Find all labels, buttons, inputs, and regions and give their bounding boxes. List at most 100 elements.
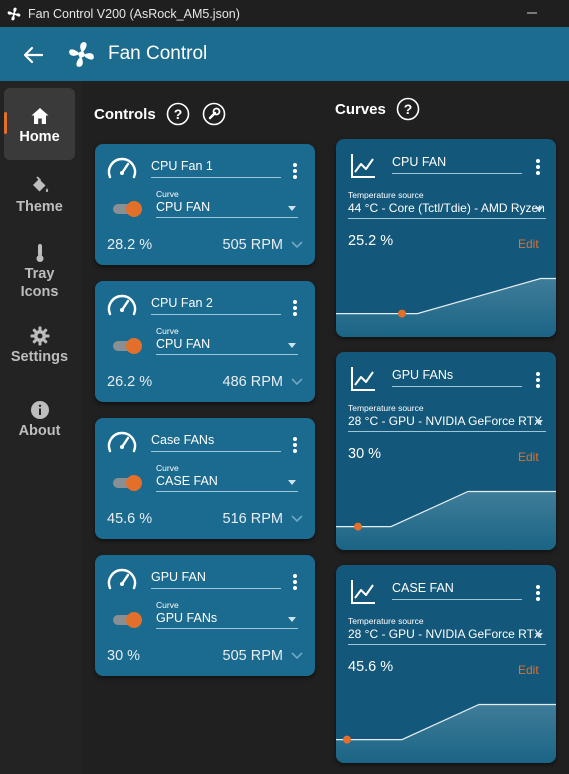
wrench-icon[interactable] (202, 102, 226, 126)
temperature-source-label: Temperature source (348, 190, 424, 200)
gear-icon (30, 326, 49, 346)
control-name-field[interactable]: Case FANs (151, 433, 281, 452)
fan-rpm: 486 RPM (222, 374, 283, 390)
temperature-source-label: Temperature source (348, 616, 424, 626)
svg-text:?: ? (404, 101, 413, 117)
dropdown-arrow-icon[interactable] (288, 617, 296, 622)
sidebar: Home Theme Tray Icons Settings Ab (0, 81, 82, 774)
control-name-field[interactable]: GPU FAN (151, 570, 281, 589)
control-card[interactable]: CPU Fan 1 Curve CPU FAN 28.2 % 505 RPM (95, 144, 315, 265)
dropdown-arrow-icon[interactable] (288, 343, 296, 348)
sidebar-item-tray-icons[interactable]: Tray Icons (4, 243, 75, 301)
curve-name-field[interactable]: GPU FANs (392, 368, 522, 387)
curve-label: Curve (156, 189, 179, 199)
curve-preview (336, 703, 556, 763)
more-options-icon[interactable] (292, 299, 298, 317)
dropdown-arrow-icon[interactable] (535, 420, 543, 425)
edit-button[interactable]: Edit (518, 663, 539, 677)
paint-bucket-icon (32, 176, 48, 192)
controls-title: Controls (94, 106, 156, 123)
curve-line (336, 490, 556, 528)
app-fan-icon (7, 7, 21, 20)
curve-name-field[interactable]: CASE FAN (392, 581, 522, 600)
gauge-icon (107, 568, 137, 590)
temperature-source-select[interactable]: 28 °C - GPU - NVIDIA GeForce RTX (348, 414, 546, 432)
edit-button[interactable]: Edit (518, 450, 539, 464)
line-chart-icon (351, 580, 375, 604)
sidebar-item-theme[interactable]: Theme (4, 176, 75, 216)
minimize-icon[interactable] (527, 6, 537, 20)
fan-percent: 30 % (107, 648, 141, 664)
curve-card[interactable]: CPU FAN Temperature source 44 °C - Core … (336, 139, 556, 337)
dropdown-arrow-icon[interactable] (535, 633, 543, 638)
dropdown-arrow-icon[interactable] (288, 206, 296, 211)
curve-card[interactable]: CASE FAN Temperature source 28 °C - GPU … (336, 565, 556, 763)
curve-percent: 45.6 % (348, 659, 394, 675)
curve-percent: 30 % (348, 446, 382, 462)
app-header: Fan Control (0, 27, 569, 81)
fan-percent: 45.6 % (107, 511, 153, 527)
more-options-icon[interactable] (292, 162, 298, 180)
sidebar-item-label: Tray Icons (20, 266, 59, 300)
more-options-icon[interactable] (292, 573, 298, 591)
chevron-down-icon[interactable] (291, 241, 303, 249)
chevron-down-icon[interactable] (291, 652, 303, 660)
curve-line (336, 703, 556, 741)
curve-select[interactable]: GPU FANs (156, 611, 298, 629)
more-options-icon[interactable] (535, 371, 541, 389)
more-options-icon[interactable] (535, 584, 541, 602)
control-card[interactable]: Case FANs Curve CASE FAN 45.6 % 516 RPM (95, 418, 315, 539)
sidebar-item-label: Home (19, 129, 60, 145)
more-options-icon[interactable] (292, 436, 298, 454)
more-options-icon[interactable] (535, 158, 541, 176)
chevron-down-icon[interactable] (291, 378, 303, 386)
current-point (398, 309, 406, 318)
enable-toggle[interactable] (112, 474, 144, 492)
curve-label: Curve (156, 600, 179, 610)
back-arrow-icon[interactable] (20, 42, 46, 68)
sidebar-item-about[interactable]: About (4, 400, 75, 440)
sidebar-item-label: About (18, 423, 61, 439)
gauge-icon (107, 431, 137, 453)
chevron-down-icon[interactable] (291, 515, 303, 523)
dropdown-arrow-icon[interactable] (288, 480, 296, 485)
edit-button[interactable]: Edit (518, 237, 539, 251)
fan-rpm: 505 RPM (222, 648, 283, 664)
current-point (343, 735, 351, 744)
curve-select[interactable]: CPU FAN (156, 200, 298, 218)
gauge-icon (107, 157, 137, 179)
enable-toggle[interactable] (112, 200, 144, 218)
info-icon (30, 401, 49, 419)
curve-select[interactable]: CPU FAN (156, 337, 298, 355)
control-card[interactable]: CPU Fan 2 Curve CPU FAN 26.2 % 486 RPM (95, 281, 315, 402)
sidebar-item-home[interactable]: Home (4, 88, 75, 160)
home-icon (31, 108, 48, 124)
help-icon[interactable]: ? (396, 97, 420, 121)
curve-label: Curve (156, 463, 179, 473)
temperature-source-select[interactable]: 44 °C - Core (Tctl/Tdie) - AMD Ryzen (348, 201, 546, 219)
sidebar-item-label: Theme (16, 199, 63, 215)
control-card[interactable]: GPU FAN Curve GPU FANs 30 % 505 RPM (95, 555, 315, 676)
curve-preview (336, 277, 556, 337)
sidebar-item-settings[interactable]: Settings (4, 326, 75, 366)
control-name-field[interactable]: CPU Fan 2 (151, 296, 281, 315)
fan-percent: 28.2 % (107, 237, 153, 253)
curves-title: Curves (335, 101, 386, 118)
help-icon[interactable]: ? (166, 102, 190, 126)
curve-preview (336, 490, 556, 550)
fan-rpm: 505 RPM (222, 237, 283, 253)
enable-toggle[interactable] (112, 337, 144, 355)
header-title: Fan Control (108, 43, 208, 64)
curve-card[interactable]: GPU FANs Temperature source 28 °C - GPU … (336, 352, 556, 550)
temperature-source-select[interactable]: 28 °C - GPU - NVIDIA GeForce RTX (348, 627, 546, 645)
dropdown-arrow-icon[interactable] (535, 207, 543, 212)
curve-name-field[interactable]: CPU FAN (392, 155, 522, 174)
curve-area (336, 704, 556, 763)
line-chart-icon (351, 154, 375, 178)
curve-select[interactable]: CASE FAN (156, 474, 298, 492)
curve-percent: 25.2 % (348, 233, 394, 249)
enable-toggle[interactable] (112, 611, 144, 629)
line-chart-icon (351, 367, 375, 391)
control-name-field[interactable]: CPU Fan 1 (151, 159, 281, 178)
curve-area (336, 278, 556, 337)
